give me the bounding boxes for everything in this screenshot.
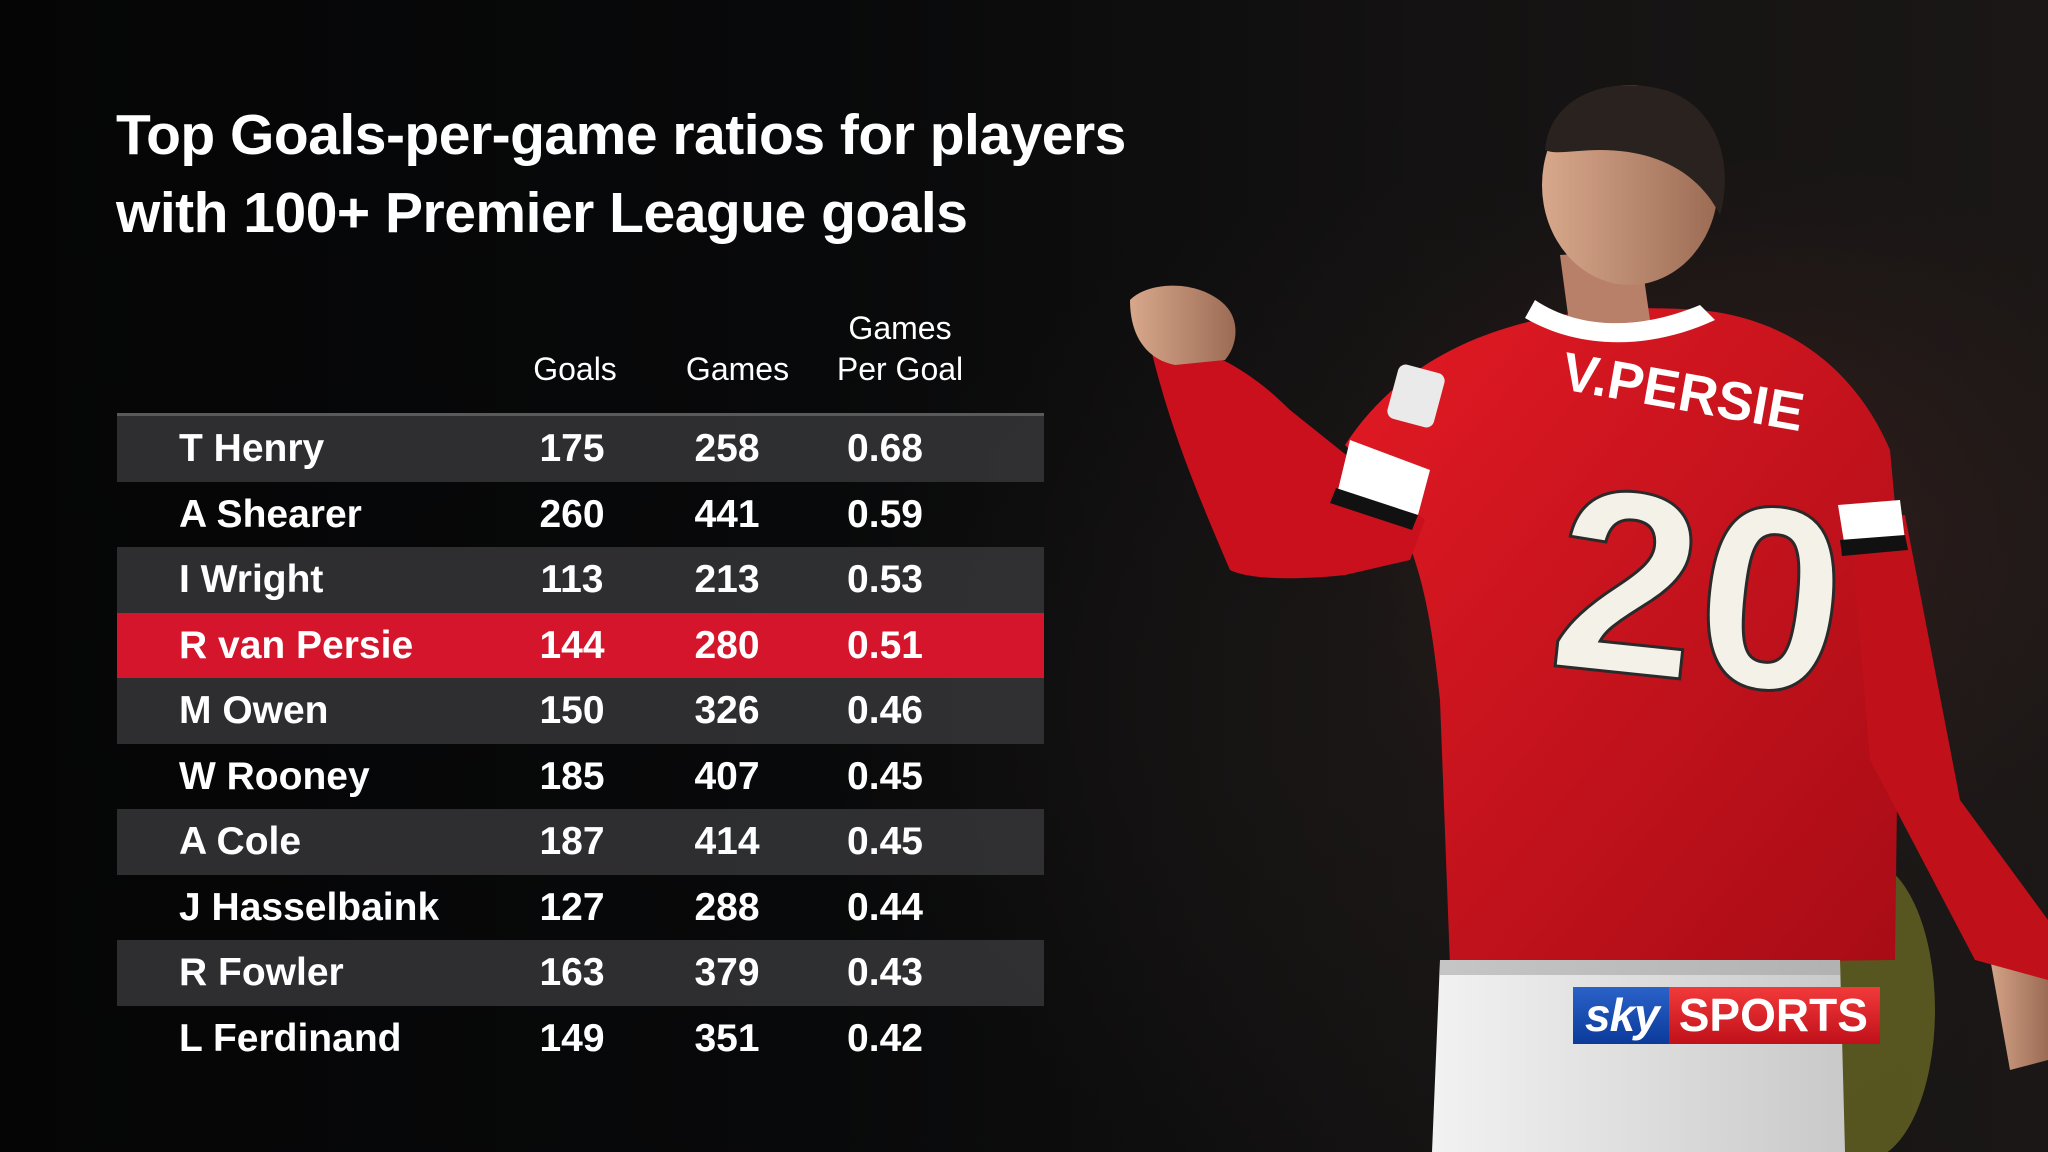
player-name: M Owen — [179, 689, 329, 732]
table-row: W Rooney 185 407 0.45 — [117, 744, 1044, 810]
player-name: R Fowler — [179, 951, 344, 994]
ratio-value: 0.68 — [847, 427, 923, 470]
table-row: A Cole 187 414 0.45 — [117, 809, 1044, 875]
player-name: J Hasselbaink — [179, 885, 440, 929]
column-header-gpg-line-1: Games — [848, 310, 952, 346]
games-value: 407 — [694, 754, 760, 798]
ratio-value: 0.45 — [847, 820, 923, 863]
games-value: 288 — [694, 885, 760, 929]
goals-value: 175 — [539, 427, 605, 470]
goals-value: 185 — [539, 754, 605, 798]
goals-value: 163 — [539, 951, 605, 994]
table-top-divider — [117, 413, 1044, 416]
player-name: T Henry — [179, 427, 325, 470]
goals-value: 149 — [539, 1016, 605, 1060]
games-value: 280 — [694, 623, 760, 667]
sky-sports-logo: sky SPORTS — [1573, 987, 1880, 1044]
title-line-2: with 100+ Premier League goals — [116, 181, 968, 245]
player-name: L Ferdinand — [179, 1016, 402, 1060]
games-value: 258 — [694, 427, 760, 470]
table-row: R Fowler 163 379 0.43 — [117, 940, 1044, 1006]
logo-sports: SPORTS — [1668, 987, 1880, 1044]
player-name: A Cole — [179, 820, 302, 863]
column-header-gpg-line-2: Per Goal — [836, 351, 964, 387]
goals-value: 127 — [539, 885, 605, 929]
ratio-value: 0.51 — [847, 623, 923, 667]
goals-value: 187 — [539, 820, 605, 863]
player-name: R van Persie — [179, 623, 414, 667]
ratio-value: 0.44 — [847, 885, 923, 929]
table-row: L Ferdinand 149 351 0.42 — [117, 1006, 1044, 1072]
ratio-value: 0.59 — [847, 492, 923, 536]
games-value: 379 — [694, 951, 760, 994]
column-header-games: Games — [670, 300, 805, 390]
table-row: M Owen 150 326 0.46 — [117, 678, 1044, 744]
goals-value: 113 — [540, 558, 604, 601]
ratio-value: 0.43 — [847, 951, 923, 994]
table-row-highlighted: R van Persie 144 280 0.51 — [117, 612, 1044, 678]
column-header-games-per-goal: Games Per Goal — [820, 300, 980, 390]
table-row: T Henry 175 258 0.68 — [117, 416, 1044, 482]
ratio-value: 0.42 — [847, 1016, 923, 1060]
column-header-games-label: Games — [685, 351, 790, 387]
logo-sky: sky — [1573, 987, 1669, 1044]
games-value: 414 — [694, 820, 760, 863]
column-header-goals-label: Goals — [533, 351, 617, 387]
ratio-value: 0.46 — [847, 689, 923, 732]
title-line-1: Top Goals-per-game ratios for players — [116, 103, 1126, 167]
games-value: 351 — [694, 1016, 760, 1060]
table-row: A Shearer 260 441 0.59 — [117, 482, 1044, 548]
goals-value: 150 — [539, 689, 605, 732]
goals-value: 260 — [539, 492, 605, 536]
ratio-value: 0.45 — [847, 754, 923, 798]
games-value: 326 — [694, 689, 760, 732]
player-name: A Shearer — [179, 492, 362, 536]
games-value: 213 — [694, 558, 760, 601]
page-title: Top Goals-per-game ratios for players wi… — [116, 96, 1266, 252]
games-value: 441 — [694, 492, 760, 536]
stats-table: T Henry 175 258 0.68 A Shearer 260 441 0… — [117, 413, 1044, 1071]
svg-text:20: 20 — [1540, 432, 1858, 751]
column-header-goals: Goals — [520, 300, 630, 390]
table-row: I Wright 113 213 0.53 — [117, 547, 1044, 613]
goals-value: 144 — [539, 623, 605, 667]
table-row: J Hasselbaink 127 288 0.44 — [117, 875, 1044, 941]
player-name: W Rooney — [179, 754, 370, 798]
player-name: I Wright — [179, 558, 324, 601]
ratio-value: 0.53 — [847, 558, 923, 601]
